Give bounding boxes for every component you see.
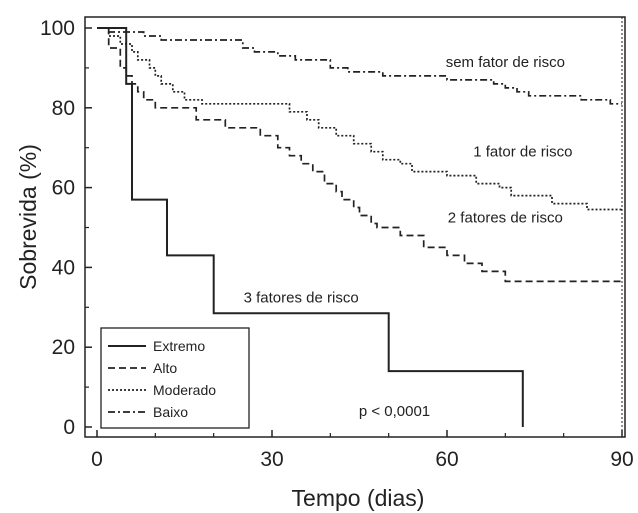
y-tick-label: 60 <box>52 177 75 200</box>
x-tick-label: 90 <box>610 448 633 471</box>
series-line-alto <box>97 27 622 283</box>
x-tick-label: 0 <box>91 448 103 471</box>
x-tick-label: 30 <box>260 448 283 471</box>
series-line-extremo <box>97 27 524 427</box>
y-tick-label: 80 <box>52 97 75 120</box>
y-tick-label: 0 <box>63 416 75 439</box>
annotation-label: 1 fator de risco <box>473 144 572 161</box>
y-tick-label: 100 <box>40 17 75 40</box>
series-lines <box>97 27 622 427</box>
annotations: sem fator de risco 1 fator de risco 2 fato… <box>244 54 573 420</box>
legend-label-moderado: Moderado <box>153 382 216 398</box>
annotation-label: 2 fatores de risco <box>448 210 563 227</box>
y-tick-label: 20 <box>52 336 75 359</box>
y-axis-title: Sobrevida (%) <box>15 144 41 290</box>
legend: Extremo Alto Moderado Baixo <box>100 327 250 429</box>
series-line-baixo <box>97 27 622 105</box>
annotation-label: 3 fatores de risco <box>244 289 359 306</box>
series-line-moderado <box>97 27 622 211</box>
legend-label-extremo: Extremo <box>153 338 205 354</box>
legend-label-baixo: Baixo <box>153 404 188 420</box>
annotation-label: sem fator de risco <box>446 54 565 71</box>
annotation-label: p < 0,0001 <box>359 403 430 420</box>
y-tick-label: 40 <box>52 256 75 279</box>
axis-ticks <box>85 27 623 437</box>
legend-label-alto: Alto <box>153 360 177 376</box>
x-axis-title: Tempo (dias) <box>292 485 425 511</box>
tick-labels: 0 30 60 90 0 20 40 60 80 100 <box>40 17 634 471</box>
x-tick-label: 60 <box>435 448 458 471</box>
